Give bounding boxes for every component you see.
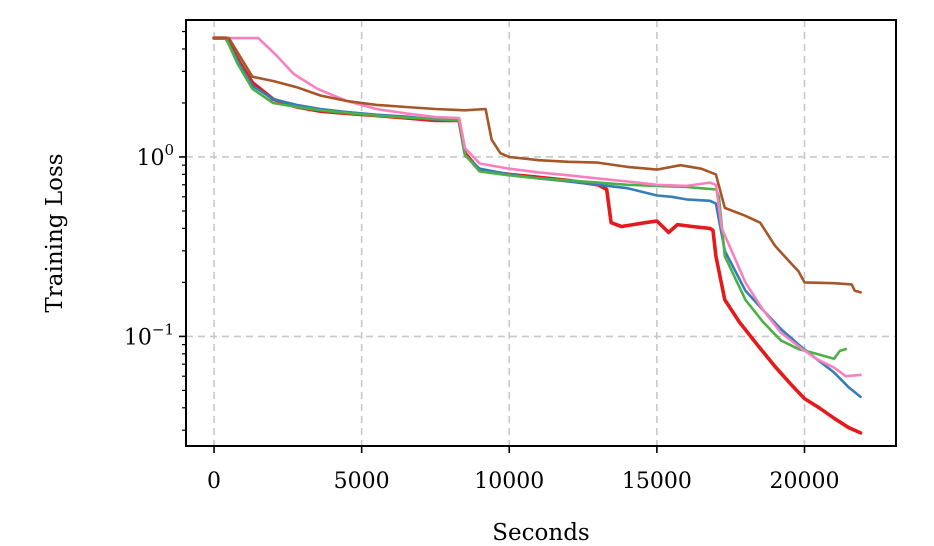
- series-line: [212, 36, 862, 378]
- series-line: [212, 36, 848, 361]
- y-axis-label: Training Loss: [42, 153, 68, 312]
- x-axis-label: Seconds: [492, 520, 589, 546]
- x-tick-label: 10000: [474, 469, 544, 494]
- plot-frame: [185, 19, 897, 447]
- y-tick-label-exponent: −1: [152, 320, 174, 338]
- y-tick-label: 10−1: [124, 320, 174, 350]
- x-tick-label: 20000: [769, 469, 839, 494]
- y-tick-label-base: 10: [136, 146, 164, 171]
- x-tick-label: 5000: [334, 469, 390, 494]
- series-line: [212, 36, 862, 294]
- x-tick-label: 15000: [622, 469, 692, 494]
- series-line: [212, 36, 863, 435]
- x-tick-label: 0: [207, 469, 221, 494]
- y-tick-label: 100: [136, 141, 174, 171]
- y-tick-label-exponent: 0: [164, 141, 174, 159]
- y-tick-label-base: 10: [124, 325, 152, 350]
- series-lines: [212, 36, 863, 435]
